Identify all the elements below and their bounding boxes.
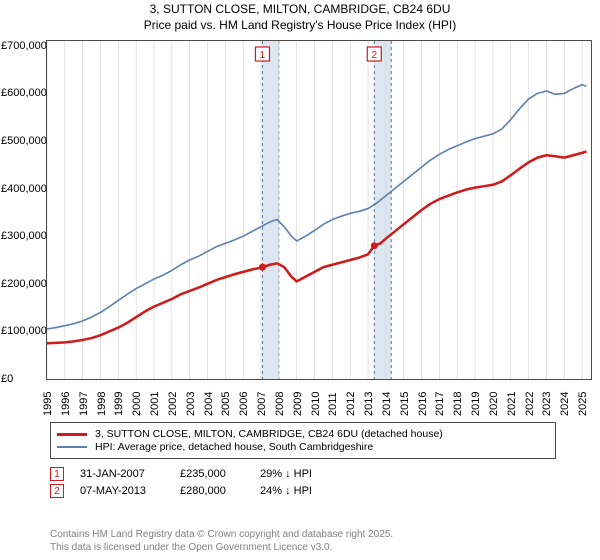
sale-diff: 29% ↓ HPI [260,468,360,480]
sale-marker-icon: 1 [50,467,64,481]
legend: 3, SUTTON CLOSE, MILTON, CAMBRIDGE, CB24… [50,422,556,459]
x-tick-label: 2020 [488,392,500,416]
footer-line2: This data is licensed under the Open Gov… [50,542,590,555]
sale-date: 07-MAY-2013 [80,485,180,497]
x-tick-label: 2024 [559,392,571,416]
y-tick-label: £100,000 [1,325,47,337]
x-tick-label: 2000 [131,392,143,416]
x-tick-label: 2019 [470,392,482,416]
sales-table: 1 31-JAN-2007£235,00029% ↓ HPI 2 07-MAY-201… [50,464,360,501]
sale-date: 31-JAN-2007 [80,468,180,480]
title-line1: 3, SUTTON CLOSE, MILTON, CAMBRIDGE, CB24… [0,2,600,18]
plot-area: 12 £0£100,000£200,000£300,000£400,000£50… [46,40,592,380]
legend-swatch-price-paid [57,433,87,436]
title-line2: Price paid vs. HM Land Registry's House … [0,18,600,34]
x-tick-label: 2015 [399,392,411,416]
x-tick-label: 2017 [434,392,446,416]
x-tick-label: 2012 [345,392,357,416]
sale-diff: 24% ↓ HPI [260,485,360,497]
legend-label-hpi: HPI: Average price, detached house, Sout… [95,441,373,453]
svg-text:1: 1 [260,50,266,61]
sale-row: 1 31-JAN-2007£235,00029% ↓ HPI [50,467,360,481]
x-tick-label: 2006 [238,392,250,416]
legend-row-hpi: HPI: Average price, detached house, Sout… [57,441,549,453]
sale-price: £235,000 [180,468,260,480]
x-axis-labels: 1995199619971998199920002001200220032004… [46,382,592,422]
x-tick-label: 2014 [381,392,393,416]
sale-row: 2 07-MAY-2013£280,00024% ↓ HPI [50,484,360,498]
x-tick-label: 1998 [96,392,108,416]
x-tick-label: 2025 [577,392,589,416]
x-tick-label: 2011 [327,392,339,416]
svg-text:2: 2 [372,50,378,61]
x-tick-label: 2001 [149,392,161,416]
x-tick-label: 2009 [292,392,304,416]
x-tick-label: 2007 [256,392,268,416]
footer-line1: Contains HM Land Registry data © Crown c… [50,529,590,542]
sale-marker-icon: 2 [50,484,64,498]
y-tick-label: £600,000 [1,87,47,99]
x-tick-label: 2008 [274,392,286,416]
x-tick-label: 2005 [220,392,232,416]
x-tick-label: 1996 [60,392,72,416]
y-tick-label: £300,000 [1,230,47,242]
chart-title: 3, SUTTON CLOSE, MILTON, CAMBRIDGE, CB24… [0,2,600,33]
y-tick-label: £400,000 [1,183,47,195]
y-tick-label: £0 [1,373,13,385]
x-tick-label: 2004 [203,392,215,416]
x-tick-label: 1995 [42,392,54,416]
plot-svg: 12 [47,41,591,379]
x-tick-label: 2022 [524,392,536,416]
legend-swatch-hpi [57,446,87,448]
x-tick-label: 1997 [78,392,90,416]
chart-container: 3, SUTTON CLOSE, MILTON, CAMBRIDGE, CB24… [0,0,600,560]
x-tick-label: 2016 [417,392,429,416]
x-tick-label: 2013 [363,392,375,416]
x-tick-label: 2010 [310,392,322,416]
footer: Contains HM Land Registry data © Crown c… [50,529,590,554]
x-tick-label: 2021 [506,392,518,416]
y-tick-label: £700,000 [1,40,47,52]
x-tick-label: 2003 [185,392,197,416]
y-tick-label: £500,000 [1,135,47,147]
x-tick-label: 2023 [541,392,553,416]
x-tick-label: 1999 [113,392,125,416]
legend-row-price-paid: 3, SUTTON CLOSE, MILTON, CAMBRIDGE, CB24… [57,428,549,440]
legend-label-price-paid: 3, SUTTON CLOSE, MILTON, CAMBRIDGE, CB24… [95,428,443,440]
sale-price: £280,000 [180,485,260,497]
x-tick-label: 2002 [167,392,179,416]
x-tick-label: 2018 [452,392,464,416]
y-tick-label: £200,000 [1,278,47,290]
